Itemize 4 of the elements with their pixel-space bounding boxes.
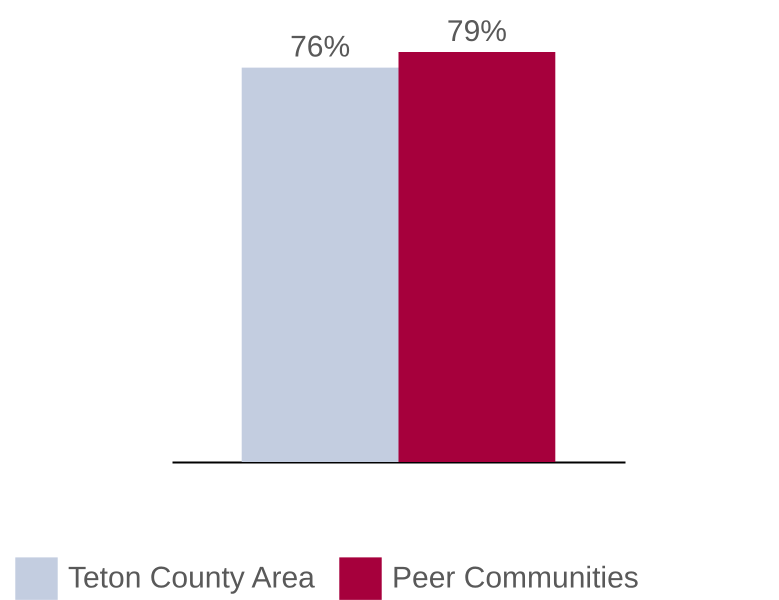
data-label: 79% — [446, 15, 507, 48]
legend-label: Peer Communities — [392, 562, 639, 595]
data-label: 76% — [290, 30, 350, 64]
legend-label: Teton County Area — [68, 562, 316, 595]
